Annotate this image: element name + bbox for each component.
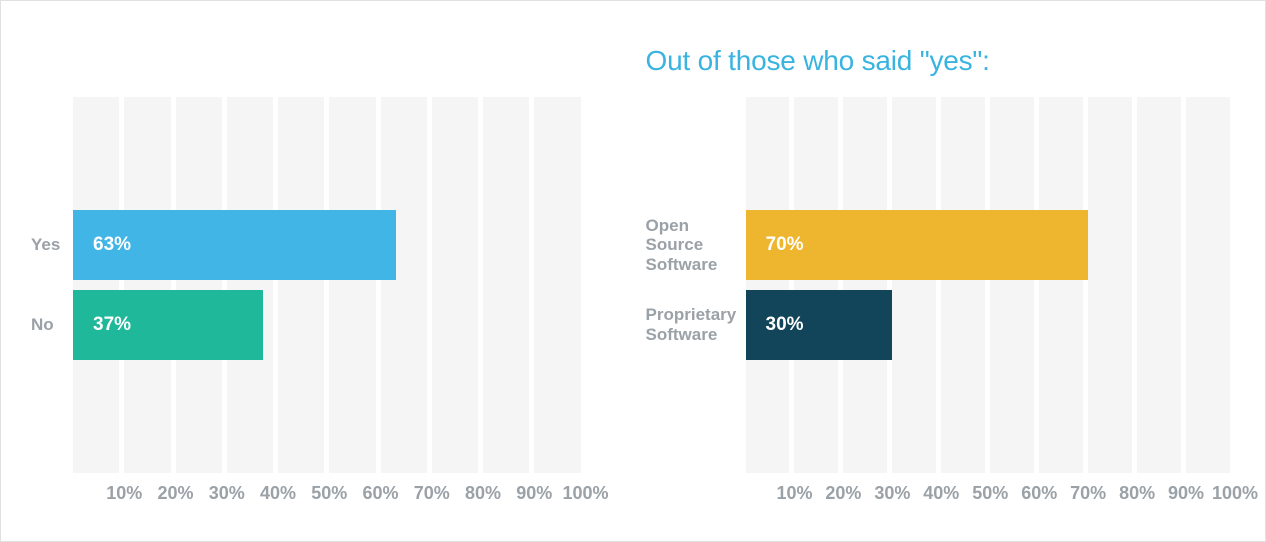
left-y-labels: Yes No	[31, 97, 73, 473]
bar-value-label: 63%	[93, 234, 131, 256]
left-chart-panel: Yes No 63% 37% 10% 20% 30% 40% 50% 60% 70% 80% 90%…	[31, 45, 586, 511]
x-axis-tick: 50%	[311, 483, 347, 504]
x-axis-tick: 40%	[260, 483, 296, 504]
left-bars: 63% 37%	[73, 97, 586, 473]
x-axis-tick: 90%	[1168, 483, 1204, 504]
x-axis-tick: 60%	[362, 483, 398, 504]
x-axis-tick: 80%	[1119, 483, 1155, 504]
x-axis-tick: 60%	[1021, 483, 1057, 504]
x-axis-tick: 30%	[209, 483, 245, 504]
y-axis-label: Yes	[31, 210, 65, 280]
x-axis-tick: 70%	[414, 483, 450, 504]
bar-value-label: 70%	[766, 234, 804, 256]
x-axis-tick: 20%	[157, 483, 193, 504]
bar: 30%	[746, 290, 893, 360]
x-axis-tick: 10%	[776, 483, 812, 504]
x-axis-tick: 30%	[874, 483, 910, 504]
right-bars: 70% 30%	[746, 97, 1235, 473]
x-axis-tick: 100%	[562, 483, 608, 504]
right-plot-region: 70% 30%	[746, 97, 1235, 473]
bar: 63%	[73, 210, 396, 280]
x-axis-tick: 20%	[825, 483, 861, 504]
left-x-axis: 10%20%30%40%50%60%70%80%90%100%	[73, 483, 586, 511]
y-axis-label: ProprietarySoftware	[646, 290, 738, 360]
left-plot-region: 63% 37%	[73, 97, 586, 473]
bar: 70%	[746, 210, 1089, 280]
x-axis-tick: 10%	[106, 483, 142, 504]
y-axis-label: No	[31, 290, 65, 360]
bar-value-label: 37%	[93, 314, 131, 336]
right-chart-panel: Out of those who said "yes": OpenSourceS…	[646, 45, 1235, 511]
chart-canvas: Yes No 63% 37% 10% 20% 30% 40% 50% 60% 70% 80% 90%…	[0, 0, 1266, 542]
left-chart-title	[31, 45, 586, 89]
x-axis-tick: 50%	[972, 483, 1008, 504]
x-axis-tick: 90%	[516, 483, 552, 504]
x-axis-tick: 80%	[465, 483, 501, 504]
x-axis-tick: 100%	[1212, 483, 1258, 504]
y-axis-label: OpenSourceSoftware	[646, 210, 738, 280]
bar: 37%	[73, 290, 263, 360]
x-axis-tick: 40%	[923, 483, 959, 504]
right-y-labels: OpenSourceSoftware ProprietarySoftware	[646, 97, 746, 473]
right-x-axis: 10%20%30%40%50%60%70%80%90%100%	[746, 483, 1235, 511]
x-axis-tick: 70%	[1070, 483, 1106, 504]
right-chart-title: Out of those who said "yes":	[646, 45, 1235, 89]
bar-value-label: 30%	[766, 314, 804, 336]
